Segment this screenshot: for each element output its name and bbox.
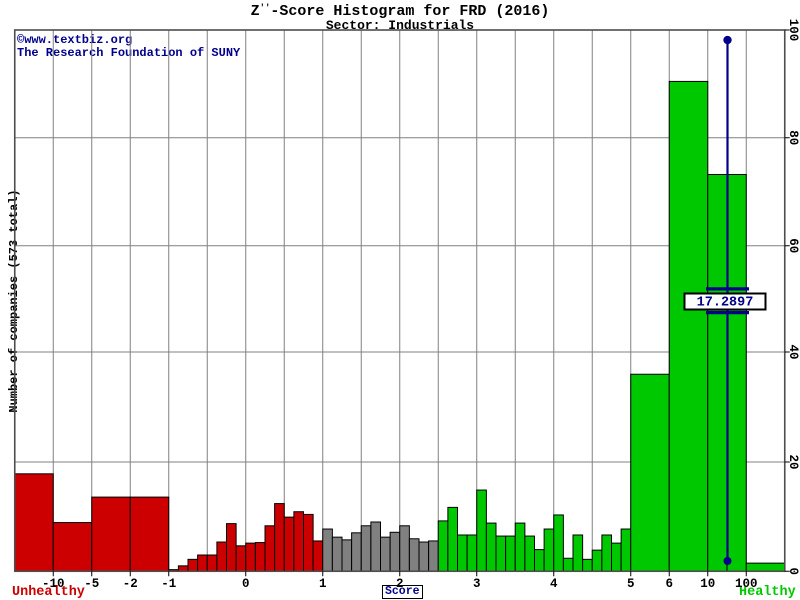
svg-text:80: 80 bbox=[786, 130, 800, 145]
svg-text:1: 1 bbox=[319, 577, 327, 591]
svg-text:20: 20 bbox=[786, 454, 800, 469]
svg-text:60: 60 bbox=[786, 238, 800, 253]
svg-text:100: 100 bbox=[786, 19, 800, 42]
svg-text:10: 10 bbox=[700, 577, 715, 591]
svg-text:3: 3 bbox=[473, 577, 481, 591]
svg-text:-2: -2 bbox=[123, 577, 138, 591]
svg-text:17.2897: 17.2897 bbox=[697, 296, 754, 311]
svg-text:-5: -5 bbox=[84, 577, 99, 591]
svg-text:6: 6 bbox=[665, 577, 673, 591]
svg-text:100: 100 bbox=[735, 577, 758, 591]
svg-text:5: 5 bbox=[627, 577, 635, 591]
svg-text:40: 40 bbox=[786, 344, 800, 359]
svg-text:0: 0 bbox=[242, 577, 250, 591]
svg-text:-1: -1 bbox=[161, 577, 176, 591]
svg-text:4: 4 bbox=[550, 577, 558, 591]
svg-text:0: 0 bbox=[786, 567, 800, 575]
svg-text:-10: -10 bbox=[42, 577, 65, 591]
svg-text:2: 2 bbox=[396, 577, 404, 591]
